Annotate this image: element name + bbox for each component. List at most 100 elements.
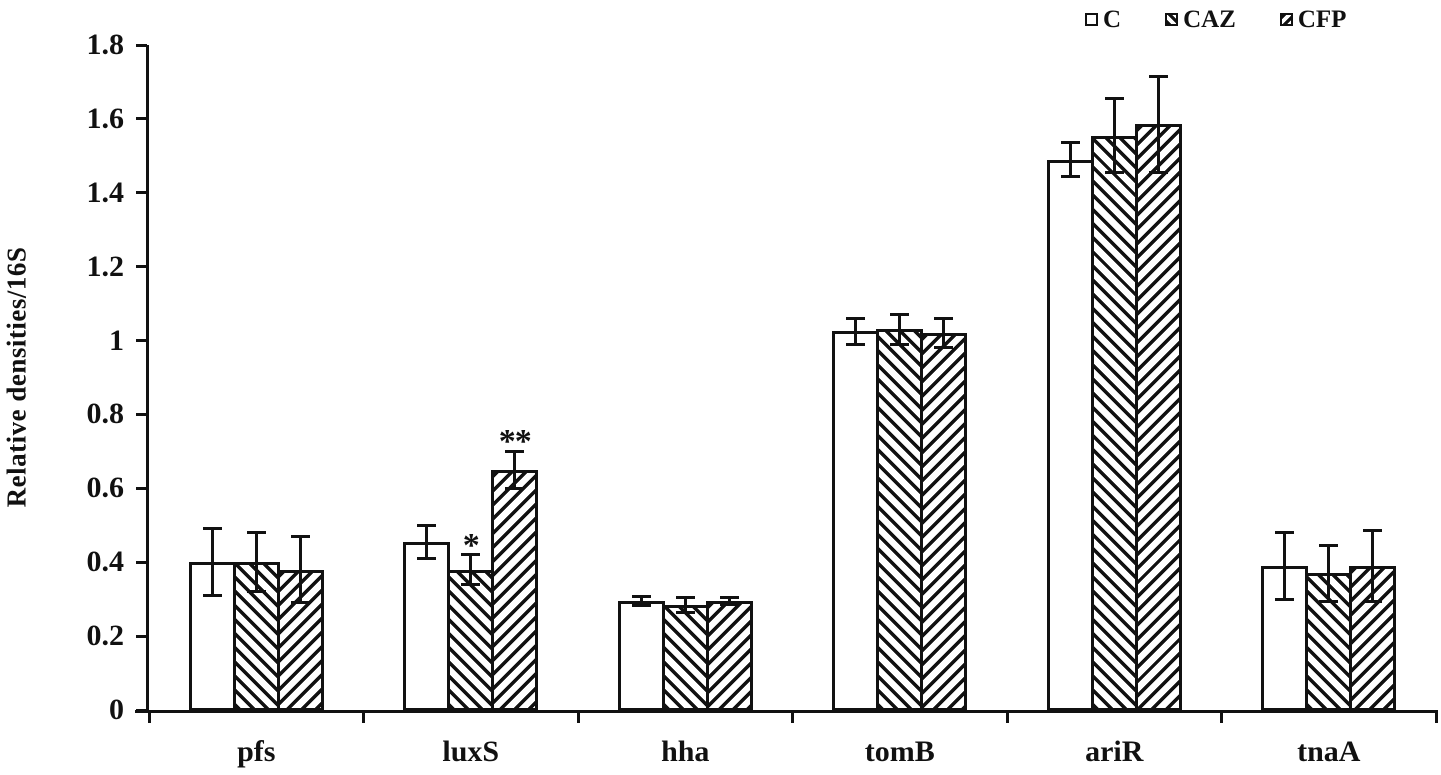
error-bar-cap-top: [890, 313, 910, 317]
significance-marker-luxS-CFP: **: [498, 423, 532, 461]
y-axis-tick: [136, 117, 147, 121]
error-bar-C-hha: [639, 596, 643, 606]
y-tick-label: 0.6: [86, 471, 125, 505]
bar-CFP-ariR: [1134, 124, 1182, 712]
error-bar-cap-top: [934, 316, 954, 320]
y-tick-label: 1.2: [86, 249, 125, 283]
error-bar-cap-bottom: [290, 601, 310, 605]
y-tick-label: 0.4: [86, 545, 125, 579]
x-category-label: ariR: [1085, 735, 1144, 768]
legend-item-C: C: [1085, 7, 1121, 32]
error-bar-CFP-tomB: [942, 318, 946, 348]
y-axis-tick: [136, 339, 147, 343]
error-bar-cap-top: [1363, 529, 1383, 533]
x-axis-tick: [1005, 710, 1009, 723]
error-bar-C-tomB: [854, 318, 858, 345]
error-bar-cap-bottom: [934, 346, 954, 350]
y-tick-label: 1: [109, 323, 124, 357]
error-bar-cap-top: [1319, 544, 1339, 548]
bar-C-tomB: [832, 331, 880, 712]
y-tick-label: 0.8: [86, 397, 125, 431]
x-axis-tick: [576, 710, 580, 723]
error-bar-cap-bottom: [1319, 599, 1339, 603]
error-bar-cap-bottom: [1148, 170, 1168, 174]
y-axis-tick: [136, 43, 147, 47]
error-bar-cap-top: [290, 534, 310, 538]
error-bar-cap-bottom: [505, 486, 525, 490]
error-bar-cap-top: [719, 595, 739, 599]
y-axis-tick: [136, 708, 147, 712]
bar-CAZ-luxS: [447, 569, 495, 712]
error-bar-CFP-pfs: [298, 536, 302, 603]
bar-CFP-hha: [705, 601, 753, 712]
y-axis-tick: [136, 265, 147, 269]
x-category-label: tomB: [864, 735, 935, 768]
bar-CAZ-tomB: [876, 329, 924, 712]
legend-item-CFP: CFP: [1279, 6, 1347, 33]
error-bar-cap-bottom: [246, 590, 266, 594]
bar-CAZ-hha: [661, 604, 709, 712]
y-tick-label: 1.4: [86, 175, 125, 209]
x-category-label: luxS: [442, 735, 500, 768]
error-bar-cap-top: [1060, 141, 1080, 145]
error-bar-CAZ-ariR: [1112, 98, 1116, 173]
error-bar-cap-top: [675, 595, 695, 599]
error-bar-CFP-tnaA: [1371, 530, 1375, 601]
bar-CFP-tomB: [920, 333, 968, 712]
bar-C-luxS: [403, 541, 451, 712]
error-bar-cap-top: [246, 531, 266, 535]
error-bar-C-pfs: [210, 528, 214, 596]
error-bar-cap-top: [505, 449, 525, 453]
error-bar-cap-top: [631, 595, 651, 599]
legend-swatch-C-icon: [1085, 13, 1098, 26]
legend-label-C: C: [1103, 6, 1122, 33]
x-axis-tick: [791, 710, 794, 723]
legend-swatch-CFP-icon: [1279, 13, 1293, 26]
error-bar-cap-top: [1148, 74, 1168, 78]
error-bar-cap-bottom: [461, 582, 481, 586]
error-bar-cap-bottom: [417, 557, 437, 561]
error-bar-C-luxS: [425, 525, 429, 559]
legend-item-CAZ: CAZ: [1165, 7, 1236, 32]
error-bar-cap-bottom: [890, 342, 910, 346]
y-axis-tick: [136, 191, 147, 195]
y-axis-line: [146, 45, 149, 713]
error-bar-cap-top: [846, 316, 866, 320]
error-bar-CAZ-hha: [683, 597, 687, 613]
error-bar-CAZ-pfs: [254, 532, 258, 592]
error-bar-cap-bottom: [719, 603, 739, 607]
error-bar-cap-bottom: [1363, 599, 1383, 603]
y-tick-label: 1.6: [86, 101, 125, 135]
legend-swatch-CAZ-icon: [1165, 13, 1179, 26]
x-axis-tick: [1220, 710, 1223, 723]
y-axis-tick: [136, 634, 147, 638]
error-bar-cap-bottom: [1060, 174, 1080, 178]
error-bar-cap-bottom: [675, 610, 695, 614]
y-tick-label: 0: [109, 693, 124, 726]
x-axis-tick: [362, 710, 365, 723]
significance-marker-luxS-CAZ: *: [462, 526, 480, 564]
error-bar-cap-bottom: [202, 593, 222, 597]
error-bar-CFP-hha: [727, 597, 731, 605]
error-bar-CAZ-tomB: [898, 314, 902, 345]
x-axis-tick: [1434, 710, 1438, 723]
y-axis-tick: [136, 560, 147, 564]
bar-CAZ-ariR: [1090, 135, 1138, 712]
error-bar-cap-top: [461, 553, 481, 557]
legend-label-CAZ: CAZ: [1183, 6, 1236, 33]
error-bar-cap-bottom: [1275, 597, 1295, 601]
bar-C-hha: [617, 601, 665, 712]
bar-C-ariR: [1046, 159, 1094, 712]
y-tick-label: 1.8: [86, 28, 125, 61]
error-bar-C-ariR: [1068, 142, 1072, 177]
y-axis-tick: [136, 412, 147, 416]
error-bar-C-tnaA: [1283, 532, 1287, 600]
error-bar-cap-top: [202, 527, 222, 531]
x-category-label: tnaA: [1297, 735, 1361, 768]
error-bar-cap-top: [417, 523, 437, 527]
legend-label-CFP: CFP: [1297, 6, 1347, 33]
x-category-label: hha: [661, 735, 710, 768]
error-bar-cap-top: [1104, 97, 1124, 101]
error-bar-cap-bottom: [846, 342, 866, 346]
